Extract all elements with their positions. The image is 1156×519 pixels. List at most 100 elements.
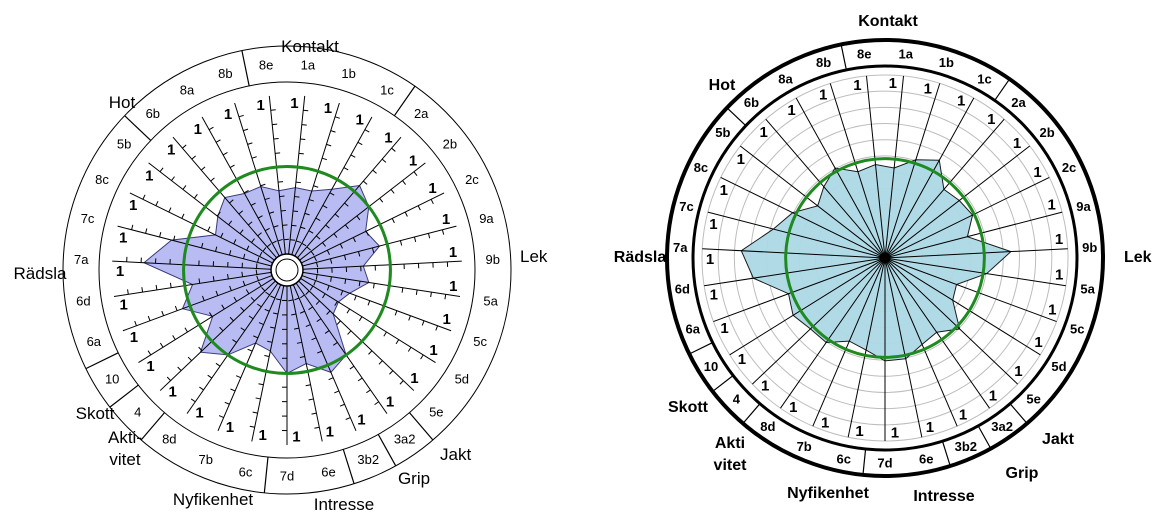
spoke-tick (350, 366, 354, 369)
category-label-lek: Lek (520, 247, 548, 266)
scale-label: 1 (1055, 231, 1063, 248)
spoke-tick (146, 229, 147, 234)
scale-label: 1 (357, 411, 365, 428)
spoke-tick (236, 376, 241, 378)
spoke-label: 5d (1051, 359, 1066, 374)
spoke-tick (375, 402, 379, 405)
scale-label: 1 (759, 124, 767, 141)
category-divider (841, 44, 846, 69)
scale-label: 1 (449, 244, 457, 261)
category-label-kontakt: Kontakt (858, 13, 918, 30)
spoke-tick (175, 306, 177, 311)
category-divider (242, 51, 249, 86)
spoke-label: 7b (199, 452, 213, 467)
spoke-tick (405, 212, 407, 216)
scale-label: 1 (386, 393, 394, 410)
spoke-tick (160, 168, 163, 172)
spoke-tick (303, 110, 308, 111)
spoke-tick (284, 239, 289, 240)
spoke-tick (418, 206, 420, 210)
spoke-tick (162, 311, 164, 316)
spoke-tick (396, 340, 399, 344)
spoke-tick (414, 172, 417, 176)
spoke-tick (347, 309, 350, 313)
spoke-tick (379, 361, 382, 365)
spoke-tick (281, 210, 286, 211)
spoke-label: 8e (259, 58, 273, 73)
spoke-tick (192, 156, 196, 159)
spoke-tick (400, 381, 403, 385)
spoke-tick (191, 399, 195, 402)
scale-label: 1 (326, 423, 334, 440)
spoke-tick (216, 363, 220, 366)
spoke-tick (400, 241, 401, 246)
category-divider (713, 376, 734, 392)
spoke-tick (230, 389, 235, 391)
spoke-tick (169, 208, 171, 212)
spoke-label: 6c (836, 451, 850, 466)
hub-inner-circle (276, 259, 298, 281)
spoke-label: 5e (429, 404, 443, 419)
spoke-tick (402, 288, 403, 293)
scale-label: 1 (410, 370, 418, 387)
scale-label: 1 (226, 419, 234, 436)
spoke-label: 4 (733, 392, 741, 407)
spoke-tick (282, 225, 287, 226)
scale-label: 1 (145, 167, 153, 184)
hub-circle (880, 253, 890, 263)
category-divider (743, 404, 760, 424)
scale-label: 1 (1013, 135, 1021, 152)
category-label-kontakt: Kontakt (281, 37, 339, 56)
spoke-tick (428, 233, 429, 238)
spoke-tick (148, 351, 151, 355)
scale-label: 1 (710, 286, 718, 303)
scale-label: 1 (1014, 363, 1022, 380)
spoke-tick (408, 347, 411, 351)
spoke-tick (422, 321, 424, 326)
spoke-label: 6d (675, 282, 690, 297)
spoke-tick (275, 153, 280, 154)
scale-label: 1 (195, 404, 203, 421)
spoke-tick (178, 367, 181, 371)
spoke-tick (414, 237, 415, 242)
category-label-lek: Lek (1124, 249, 1152, 266)
spoke-label: 3a2 (991, 419, 1013, 434)
spoke-tick (445, 294, 446, 299)
category-label-nyfikenhet: Nyfikenhet (787, 485, 869, 502)
scale-label: 1 (130, 329, 138, 346)
spoke-tick (293, 211, 298, 212)
spoke-tick (292, 225, 297, 226)
spoke-label: 6e (919, 451, 933, 466)
spoke-tick (194, 194, 197, 198)
scale-label: 1 (442, 211, 450, 228)
category-label-aktivitet_1: Akti (715, 435, 745, 452)
spoke-tick (199, 387, 203, 390)
category-divider (689, 343, 712, 354)
spoke-tick (211, 178, 215, 181)
spoke-label: 3b2 (357, 452, 379, 467)
spoke-label: 3b2 (955, 439, 977, 454)
category-label-grip: Grip (1006, 465, 1039, 482)
spoke-label: 8c (95, 172, 109, 187)
spoke-tick (384, 332, 387, 336)
category-label-intresse: Intresse (314, 495, 374, 514)
spoke-tick (329, 378, 334, 380)
category-divider (86, 353, 118, 369)
scale-label: 1 (853, 77, 861, 94)
spoke-label: 6b (744, 95, 759, 110)
spoke-tick (309, 399, 314, 400)
spoke-label: 6b (146, 106, 160, 121)
scale-label: 1 (146, 358, 154, 375)
scale-label: 1 (409, 152, 417, 169)
data-area (741, 160, 1011, 361)
spoke-tick (209, 127, 213, 129)
spoke-tick (208, 227, 210, 231)
spoke-tick (132, 225, 133, 230)
category-label-skott: Skott (76, 404, 115, 423)
spoke-tick (272, 124, 277, 125)
spoke-tick (264, 355, 269, 356)
spoke-tick (368, 351, 371, 355)
category-label-intresse: Intresse (913, 488, 974, 505)
spoke-label: 8d (162, 432, 176, 447)
